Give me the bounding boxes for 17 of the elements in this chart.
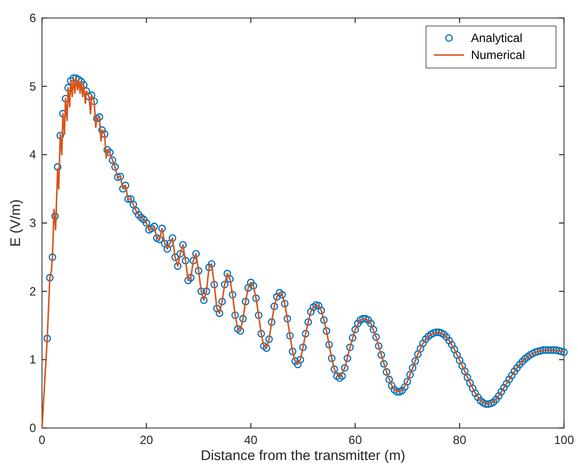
x-axis-title: Distance from the transmitter (m) bbox=[200, 447, 406, 463]
x-tick-label: 20 bbox=[140, 433, 154, 447]
y-tick-label: 0 bbox=[29, 421, 36, 435]
x-tick-label: 100 bbox=[554, 433, 574, 447]
y-tick-label: 6 bbox=[29, 11, 36, 25]
x-tick-label: 60 bbox=[348, 433, 362, 447]
y-tick-label: 2 bbox=[29, 284, 36, 298]
y-tick-label: 5 bbox=[29, 79, 36, 94]
x-tick-label: 80 bbox=[452, 433, 467, 447]
x-tick-label: 40 bbox=[244, 433, 258, 447]
y-tick-label: 4 bbox=[29, 148, 36, 162]
legend-label: Numerical bbox=[471, 48, 526, 62]
y-axis-title: E (V/m) bbox=[7, 199, 23, 247]
y-tick-label: 3 bbox=[29, 216, 36, 230]
legend-label: Analytical bbox=[471, 31, 522, 45]
y-tick-label: 1 bbox=[29, 352, 36, 367]
x-tick-label: 0 bbox=[38, 433, 46, 447]
